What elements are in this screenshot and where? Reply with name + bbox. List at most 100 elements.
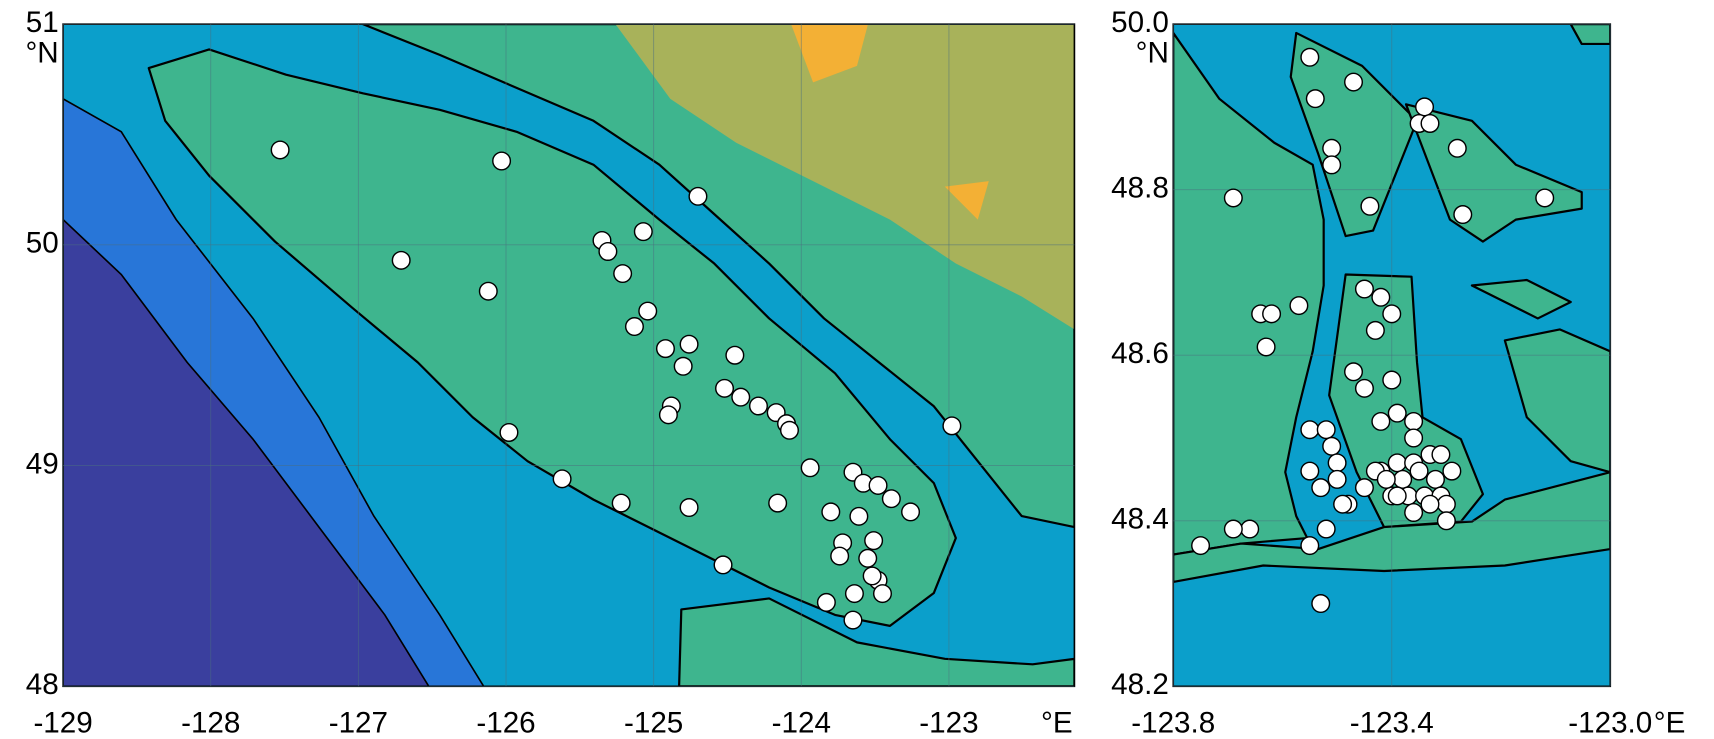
y-tick-label: 48.8 <box>1111 172 1169 205</box>
y-tick-label: 49 <box>26 447 59 480</box>
station-point <box>874 585 892 603</box>
station-point <box>680 499 698 517</box>
station-point <box>846 585 864 603</box>
station-point <box>1334 495 1352 513</box>
y-unit-label: °N <box>1136 37 1169 70</box>
station-point <box>392 252 410 270</box>
station-point <box>1225 520 1243 538</box>
station-point <box>1405 429 1423 447</box>
station-point <box>714 556 732 574</box>
station-point <box>1345 73 1363 91</box>
station-point <box>500 424 518 442</box>
station-point <box>726 346 744 364</box>
station-point <box>859 549 877 567</box>
station-point <box>850 508 868 526</box>
station-point <box>1356 280 1374 298</box>
station-point <box>716 380 734 398</box>
station-point <box>1317 421 1335 439</box>
station-point <box>1388 404 1406 422</box>
station-point <box>1454 206 1472 224</box>
station-point <box>1323 437 1341 455</box>
y-tick-label: 48 <box>26 668 59 701</box>
station-point <box>1301 537 1319 555</box>
station-point <box>1405 504 1423 522</box>
station-point <box>1394 471 1412 489</box>
station-point <box>1372 289 1390 307</box>
station-point <box>831 547 849 565</box>
station-point <box>902 503 920 521</box>
station-point <box>1388 454 1406 472</box>
station-point <box>1328 471 1346 489</box>
station-point <box>689 188 707 206</box>
station-point <box>1438 495 1456 513</box>
x-tick-label: -125 <box>624 707 683 739</box>
station-point <box>1192 537 1210 555</box>
station-point <box>493 152 511 170</box>
station-point <box>1257 338 1275 356</box>
y-tick-label: 51 <box>26 6 59 39</box>
x-unit-label: °E <box>1041 707 1073 739</box>
station-point <box>1421 495 1439 513</box>
station-point <box>865 532 883 550</box>
station-point <box>781 421 799 439</box>
x-tick-label: -126 <box>476 707 535 739</box>
station-point <box>553 470 571 488</box>
station-point <box>1356 380 1374 398</box>
y-unit-label: °N <box>25 37 58 70</box>
station-point <box>1432 446 1450 464</box>
station-point <box>1323 140 1341 158</box>
station-point <box>818 594 836 612</box>
x-tick-label: -123.4 <box>1350 707 1434 739</box>
station-point <box>732 388 750 406</box>
station-point <box>1388 487 1406 505</box>
station-point <box>1290 297 1308 315</box>
station-point <box>657 340 675 358</box>
x-tick-label: -124 <box>772 707 831 739</box>
station-point <box>844 611 862 629</box>
station-point <box>1301 421 1319 439</box>
station-point <box>1312 479 1330 497</box>
station-point <box>614 265 632 283</box>
station-point <box>1367 322 1385 340</box>
station-point <box>1317 520 1335 538</box>
station-point <box>769 494 787 512</box>
x-tick-label: -123.8 <box>1131 707 1215 739</box>
station-point <box>1372 413 1390 431</box>
station-point <box>626 318 644 336</box>
station-point <box>801 459 819 477</box>
x-tick-label: -129 <box>33 707 92 739</box>
x-unit-label: °E <box>1654 707 1686 739</box>
station-point <box>1421 115 1439 133</box>
station-point <box>1225 189 1243 207</box>
x-tick-label: -128 <box>181 707 240 739</box>
station-point <box>1323 156 1341 174</box>
station-point <box>822 503 840 521</box>
station-point <box>1361 197 1379 215</box>
y-tick-label: 48.4 <box>1111 503 1169 536</box>
station-point <box>1427 471 1445 489</box>
station-point <box>612 494 630 512</box>
station-point <box>1536 189 1554 207</box>
station-point <box>674 357 692 375</box>
station-point <box>1383 305 1401 323</box>
map-figure: 48495051-129-128-127-126-125-124-123°N°E… <box>0 0 1714 739</box>
station-point <box>271 141 289 159</box>
station-point <box>750 397 768 415</box>
station-point <box>1328 454 1346 472</box>
station-point <box>1345 363 1363 381</box>
x-tick-label: -123.0 <box>1568 707 1652 739</box>
station-point <box>1263 305 1281 323</box>
station-point <box>1410 462 1428 480</box>
station-point <box>1378 471 1396 489</box>
station-point <box>480 282 498 300</box>
y-tick-label: 48.2 <box>1111 668 1169 701</box>
station-point <box>1241 520 1259 538</box>
station-point <box>1416 98 1434 116</box>
station-point <box>1438 512 1456 530</box>
station-point <box>1312 595 1330 613</box>
station-point <box>1449 140 1467 158</box>
station-point <box>599 243 617 261</box>
station-point <box>680 335 698 353</box>
x-tick-label: -127 <box>329 707 388 739</box>
station-point <box>1443 462 1461 480</box>
